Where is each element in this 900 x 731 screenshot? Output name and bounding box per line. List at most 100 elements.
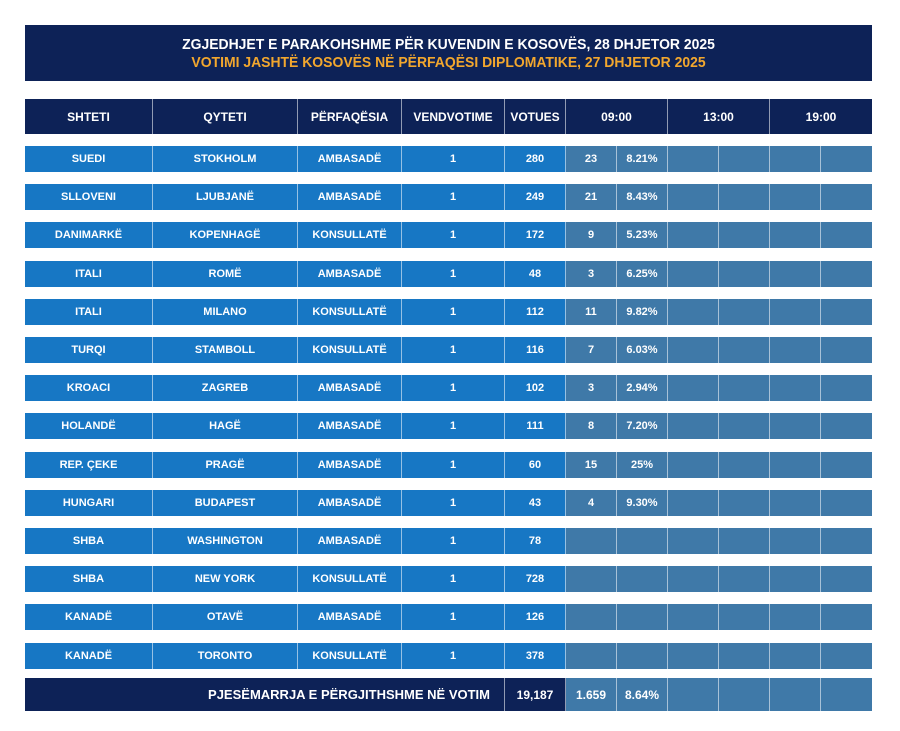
empty-time-cell	[668, 566, 719, 593]
empty-time-cell	[770, 604, 821, 631]
polling-stations-cell: 1	[402, 642, 505, 669]
header-cell: 13:00	[668, 99, 770, 134]
table-row: SHBA WASHINGTON AMBASADË 1 78	[25, 528, 872, 554]
country-cell: KANADË	[25, 642, 153, 669]
empty-time-cell	[719, 184, 770, 211]
polling-stations-cell: 1	[402, 604, 505, 631]
empty-time-cell	[719, 604, 770, 631]
empty-time-cell	[821, 678, 872, 711]
table-row: REP. ÇEKE PRAGË AMBASADË 1 60 15 25%	[25, 451, 872, 478]
empty-time-cell	[668, 184, 719, 211]
pct-0900-cell: 5.23%	[617, 222, 668, 249]
representation-cell: KONSULLATË	[298, 298, 402, 325]
subtitle: VOTIMI JASHTË KOSOVËS NË PËRFAQËSI DIPLO…	[191, 54, 706, 71]
header-cell: VENDVOTIME	[402, 99, 505, 134]
total-label: PJESËMARRJA E PËRGJITHSHME NË VOTIM	[25, 678, 505, 711]
count-0900-cell: 21	[566, 184, 617, 211]
polling-stations-cell: 1	[402, 146, 505, 172]
count-0900-cell: 4	[566, 489, 617, 516]
city-cell: ROMË	[153, 260, 298, 287]
voters-cell: 280	[505, 146, 566, 172]
representation-cell: KONSULLATË	[298, 222, 402, 249]
empty-time-cell	[821, 489, 872, 516]
table-row: ITALI MILANO KONSULLATË 1 112 11 9.82%	[25, 298, 872, 325]
empty-time-cell	[821, 642, 872, 669]
empty-time-cell	[821, 604, 872, 631]
voters-cell: 78	[505, 528, 566, 554]
polling-stations-cell: 1	[402, 222, 505, 249]
polling-stations-cell: 1	[402, 337, 505, 363]
empty-time-cell	[668, 260, 719, 287]
empty-time-cell	[668, 489, 719, 516]
country-cell: SUEDI	[25, 146, 153, 172]
representation-cell: AMBASADË	[298, 604, 402, 631]
city-cell: KOPENHAGË	[153, 222, 298, 249]
empty-time-cell	[770, 451, 821, 478]
empty-time-cell	[770, 184, 821, 211]
voters-cell: 43	[505, 489, 566, 516]
empty-time-cell	[821, 298, 872, 325]
voters-cell: 112	[505, 298, 566, 325]
country-cell: ITALI	[25, 260, 153, 287]
polling-stations-cell: 1	[402, 528, 505, 554]
empty-time-cell	[821, 413, 872, 440]
empty-time-cell	[719, 642, 770, 669]
empty-time-cell	[821, 146, 872, 172]
pct-0900-cell	[617, 528, 668, 554]
empty-time-cell	[770, 413, 821, 440]
polling-stations-cell: 1	[402, 566, 505, 593]
polling-stations-cell: 1	[402, 489, 505, 516]
table-row: KANADË OTAVË AMBASADË 1 126	[25, 604, 872, 631]
empty-time-cell	[668, 146, 719, 172]
representation-cell: AMBASADË	[298, 375, 402, 402]
city-cell: LJUBJANË	[153, 184, 298, 211]
pct-0900-cell: 7.20%	[617, 413, 668, 440]
representation-cell: AMBASADË	[298, 528, 402, 554]
count-0900-cell: 9	[566, 222, 617, 249]
empty-time-cell	[668, 451, 719, 478]
voters-cell: 126	[505, 604, 566, 631]
empty-time-cell	[770, 260, 821, 287]
voters-cell: 60	[505, 451, 566, 478]
total-voters: 19,187	[505, 678, 566, 711]
empty-time-cell	[821, 375, 872, 402]
empty-time-cell	[821, 222, 872, 249]
country-cell: ITALI	[25, 298, 153, 325]
polling-stations-cell: 1	[402, 413, 505, 440]
voters-cell: 111	[505, 413, 566, 440]
empty-time-cell	[770, 146, 821, 172]
count-0900-cell: 15	[566, 451, 617, 478]
table-row: SUEDI STOKHOLM AMBASADË 1 280 23 8.21%	[25, 146, 872, 172]
polling-stations-cell: 1	[402, 375, 505, 402]
empty-time-cell	[668, 222, 719, 249]
pct-0900-cell: 2.94%	[617, 375, 668, 402]
city-cell: STAMBOLL	[153, 337, 298, 363]
count-0900-cell: 11	[566, 298, 617, 325]
voters-cell: 116	[505, 337, 566, 363]
count-0900-cell	[566, 566, 617, 593]
empty-time-cell	[719, 146, 770, 172]
empty-time-cell	[668, 678, 719, 711]
empty-time-cell	[821, 566, 872, 593]
empty-time-cell	[719, 451, 770, 478]
country-cell: HUNGARI	[25, 489, 153, 516]
voters-cell: 728	[505, 566, 566, 593]
empty-time-cell	[821, 337, 872, 363]
empty-time-cell	[719, 413, 770, 440]
representation-cell: AMBASADË	[298, 413, 402, 440]
empty-time-cell	[821, 451, 872, 478]
city-cell: TORONTO	[153, 642, 298, 669]
pct-0900-cell	[617, 566, 668, 593]
country-cell: KROACI	[25, 375, 153, 402]
polling-stations-cell: 1	[402, 184, 505, 211]
empty-time-cell	[770, 489, 821, 516]
representation-cell: AMBASADË	[298, 146, 402, 172]
country-cell: REP. ÇEKE	[25, 451, 153, 478]
country-cell: HOLANDË	[25, 413, 153, 440]
voters-cell: 48	[505, 260, 566, 287]
empty-time-cell	[668, 604, 719, 631]
empty-time-cell	[719, 678, 770, 711]
empty-time-cell	[668, 413, 719, 440]
total-row: PJESËMARRJA E PËRGJITHSHME NË VOTIM 19,18…	[25, 678, 872, 711]
empty-time-cell	[770, 222, 821, 249]
